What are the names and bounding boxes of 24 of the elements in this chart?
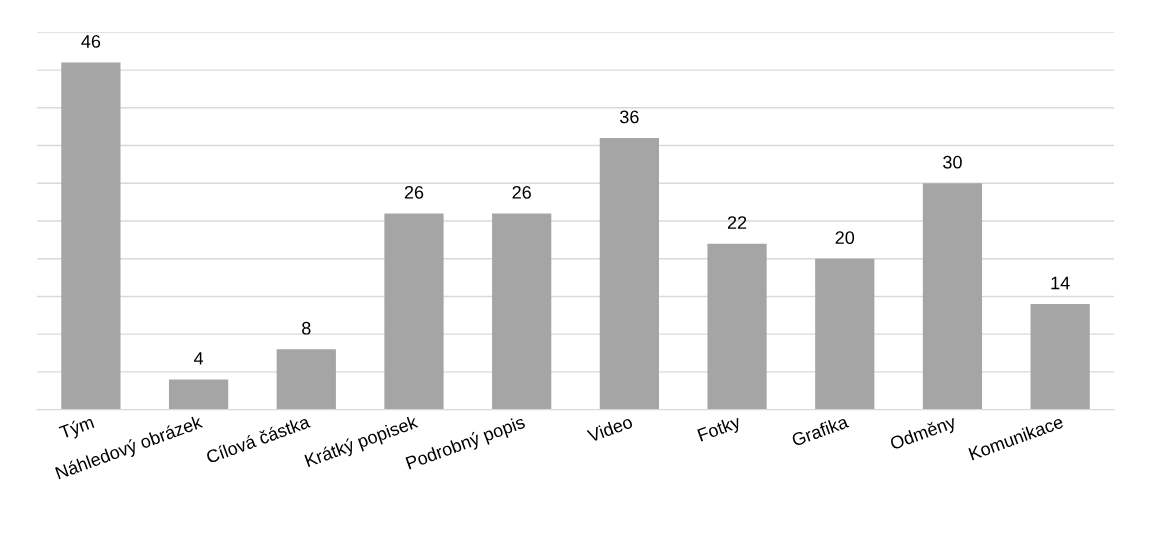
bar [599, 137, 659, 410]
bar [1030, 304, 1090, 410]
bar [707, 243, 767, 410]
bar [61, 62, 121, 410]
bar [922, 183, 983, 410]
bar [492, 213, 552, 410]
x-tick-label: Video [586, 414, 634, 443]
data-label: 36 [620, 110, 639, 124]
data-label: 46 [81, 35, 101, 48]
bar [276, 349, 336, 410]
data-label: 14 [1051, 276, 1070, 290]
x-tick-label: Fotky [696, 414, 743, 445]
data-label: 22 [727, 216, 747, 229]
data-label: 30 [943, 155, 962, 169]
x-tick-label: Tým [58, 414, 96, 443]
data-label: 26 [512, 185, 531, 199]
data-label: 20 [835, 231, 855, 245]
x-tick-label: Grafika [790, 414, 850, 447]
bar [815, 258, 875, 410]
data-label: 8 [302, 321, 311, 335]
bar [384, 213, 444, 410]
data-label: 4 [193, 352, 204, 365]
data-label: 26 [404, 185, 424, 199]
bar [168, 379, 229, 410]
